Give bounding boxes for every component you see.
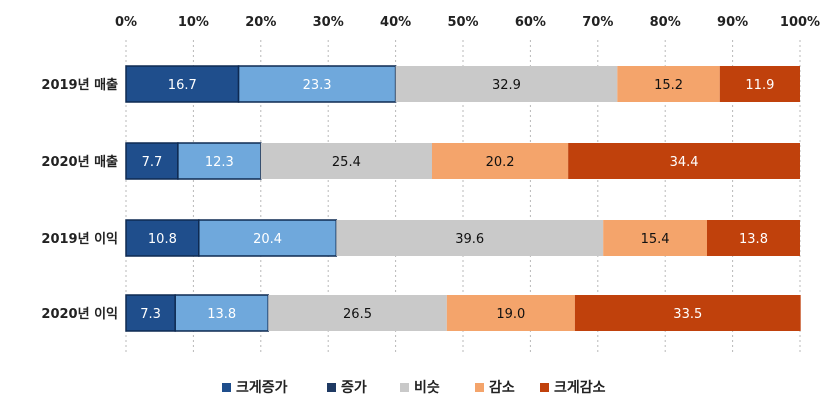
data-label: 13.8	[739, 232, 768, 247]
bar-segment	[706, 220, 800, 256]
legend-swatch	[327, 383, 336, 392]
data-label: 32.9	[492, 78, 521, 93]
bar-segment	[174, 294, 269, 332]
x-tick-label: 0%	[115, 15, 137, 30]
category-label: 2020년 매출	[41, 154, 118, 170]
legend-label: 크게감소	[554, 379, 606, 396]
data-label: 20.2	[486, 155, 515, 170]
data-label: 10.8	[148, 232, 177, 247]
bar-segment	[125, 65, 240, 103]
data-label: 25.4	[332, 155, 361, 170]
x-tick-label: 20%	[245, 15, 276, 30]
category-label: 2019년 매출	[41, 77, 118, 93]
bar-segment	[125, 219, 200, 257]
legend-label: 비슷	[414, 380, 440, 396]
data-label: 34.4	[670, 155, 699, 170]
data-label: 13.8	[207, 307, 236, 322]
legend-swatch	[400, 383, 409, 392]
x-tick-label: 80%	[650, 15, 681, 30]
legend-label: 감소	[489, 379, 515, 396]
data-labels: 16.7 23.3 32.9 15.2 11.9 7.7 12.3 25.4 20.2 34.4 1…	[140, 78, 774, 322]
x-axis-ticks: 0% 10% 20% 30% 40% 50% 60% 70% 80% 90% 100%	[115, 15, 820, 30]
data-label: 11.9	[745, 78, 774, 93]
x-tick-label: 70%	[582, 15, 613, 30]
x-tick-label: 100%	[780, 15, 820, 30]
bar-segment	[125, 142, 179, 180]
legend-swatch	[475, 383, 484, 392]
legend-label: 크게증가	[236, 380, 288, 396]
bars	[125, 65, 801, 332]
x-tick-label: 10%	[178, 15, 209, 30]
x-tick-label: 60%	[515, 15, 546, 30]
data-label: 15.2	[654, 78, 683, 93]
data-label: 16.7	[168, 78, 197, 93]
bar-segment	[336, 220, 604, 256]
data-label: 19.0	[496, 307, 525, 322]
legend-swatch	[540, 383, 549, 392]
data-label: 26.5	[343, 307, 372, 322]
bar-segment	[568, 143, 800, 179]
bar-segment	[395, 66, 618, 102]
category-label: 2020년 이익	[41, 306, 118, 322]
y-axis-categories: 2019년 매출 2020년 매출 2019년 이익 2020년 이익	[41, 77, 118, 322]
x-tick-label: 50%	[447, 15, 478, 30]
data-label: 15.4	[641, 232, 670, 247]
data-label: 20.4	[253, 232, 282, 247]
bar-segment	[574, 295, 801, 331]
bar-segment	[260, 143, 432, 179]
x-tick-label: 30%	[313, 15, 344, 30]
data-label: 12.3	[205, 155, 234, 170]
bar-segment	[198, 219, 338, 257]
bar-segment	[446, 295, 575, 331]
bar-segment	[719, 66, 800, 102]
data-label: 7.3	[140, 307, 161, 322]
x-tick-label: 40%	[380, 15, 411, 30]
legend-label: 증가	[341, 380, 367, 396]
category-label: 2019년 이익	[41, 231, 118, 247]
data-label: 7.7	[142, 155, 163, 170]
bar-segment	[125, 294, 176, 332]
legend: 크게증가 증가 비슷 감소 크게감소	[222, 379, 606, 396]
legend-swatch	[222, 383, 231, 392]
bar-segment	[237, 65, 397, 103]
data-label: 33.5	[673, 307, 702, 322]
bar-segment	[431, 143, 569, 179]
bar-segment	[603, 220, 707, 256]
x-tick-label: 90%	[717, 15, 748, 30]
data-label: 39.6	[455, 232, 484, 247]
data-label: 23.3	[303, 78, 332, 93]
bar-segment	[268, 295, 447, 331]
bar-segment	[617, 66, 720, 102]
